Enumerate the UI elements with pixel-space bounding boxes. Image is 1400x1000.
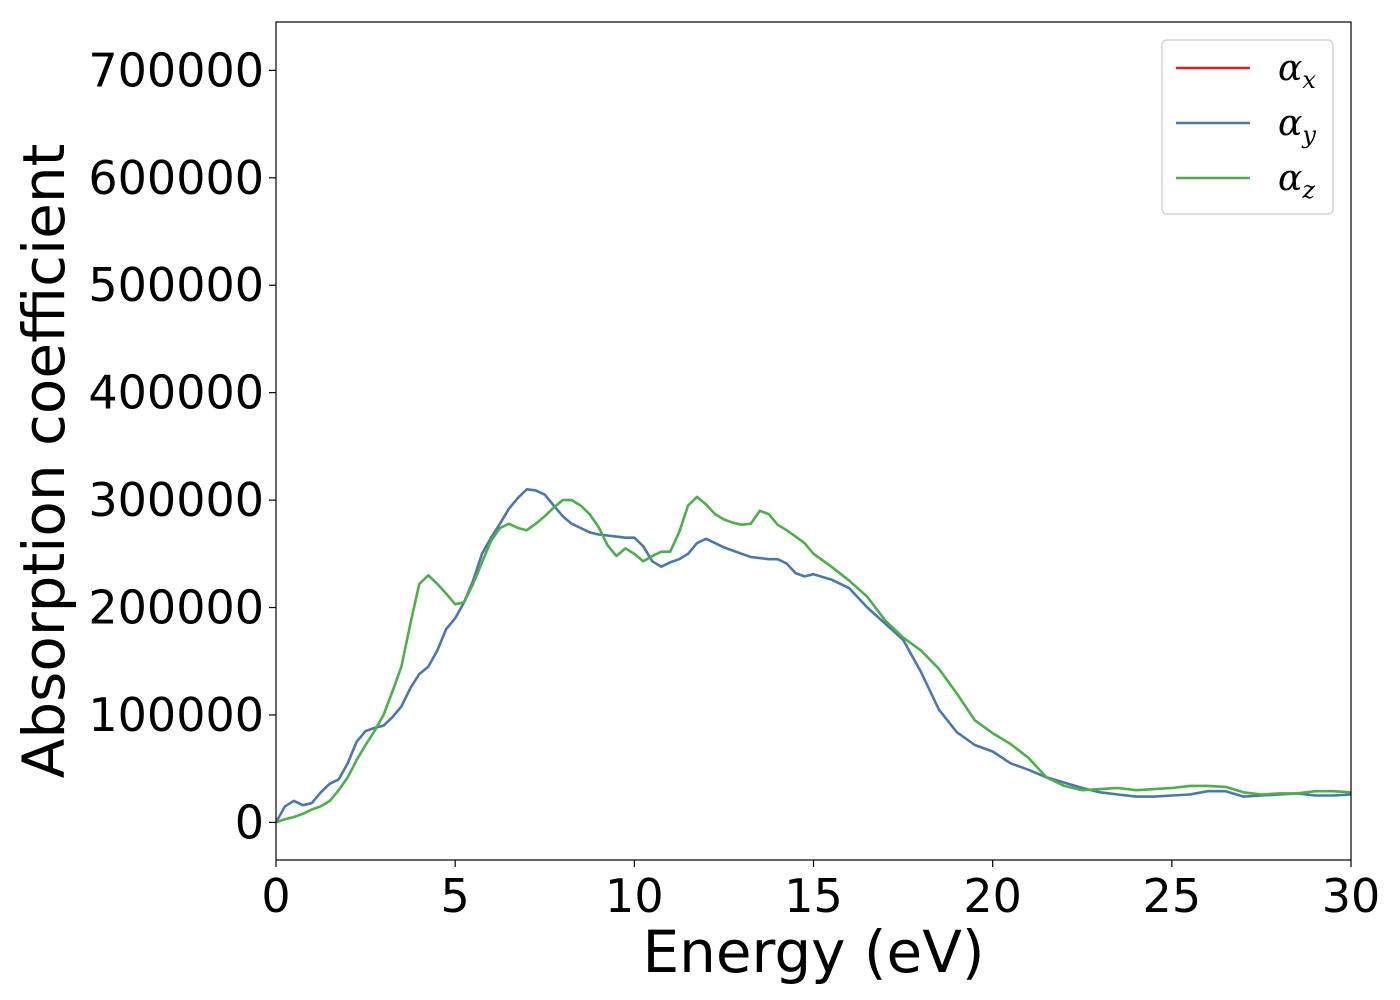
x-tick-label: 15 (784, 869, 843, 923)
x-tick-label: 0 (261, 869, 290, 923)
x-axis-ticks: 0 5 10 15 20 25 30 (261, 860, 1380, 923)
x-tick-label: 5 (441, 869, 470, 923)
y-tick-label: 200000 (88, 581, 264, 635)
y-tick-label: 300000 (88, 473, 264, 527)
series-layer (276, 487, 1351, 824)
legend-label-z: αz (1278, 158, 1315, 204)
legend-label-y: αy (1278, 103, 1316, 149)
y-tick-label: 500000 (88, 258, 264, 312)
y-axis-ticks: 0 100000 200000 300000 400000 500000 600000 700… (88, 43, 276, 849)
legend-box (1161, 39, 1334, 215)
x-tick-label: 25 (1143, 869, 1202, 923)
x-tick-label: 10 (605, 869, 664, 923)
series-line-y (276, 487, 1351, 824)
legend: αx αy αz (1161, 39, 1334, 215)
series-line-z (276, 495, 1351, 824)
legend-label-x: αx (1278, 48, 1316, 94)
y-axis-title: Absorption coefficient (10, 144, 78, 779)
y-tick-label: 700000 (88, 43, 264, 97)
y-tick-label: 400000 (88, 366, 264, 420)
x-tick-label: 30 (1322, 869, 1381, 923)
y-tick-label: 100000 (88, 688, 264, 742)
x-axis-title: Energy (eV) (642, 918, 984, 986)
y-tick-label: 600000 (88, 151, 264, 205)
y-tick-label: 0 (235, 795, 264, 849)
x-tick-label: 20 (963, 869, 1022, 923)
